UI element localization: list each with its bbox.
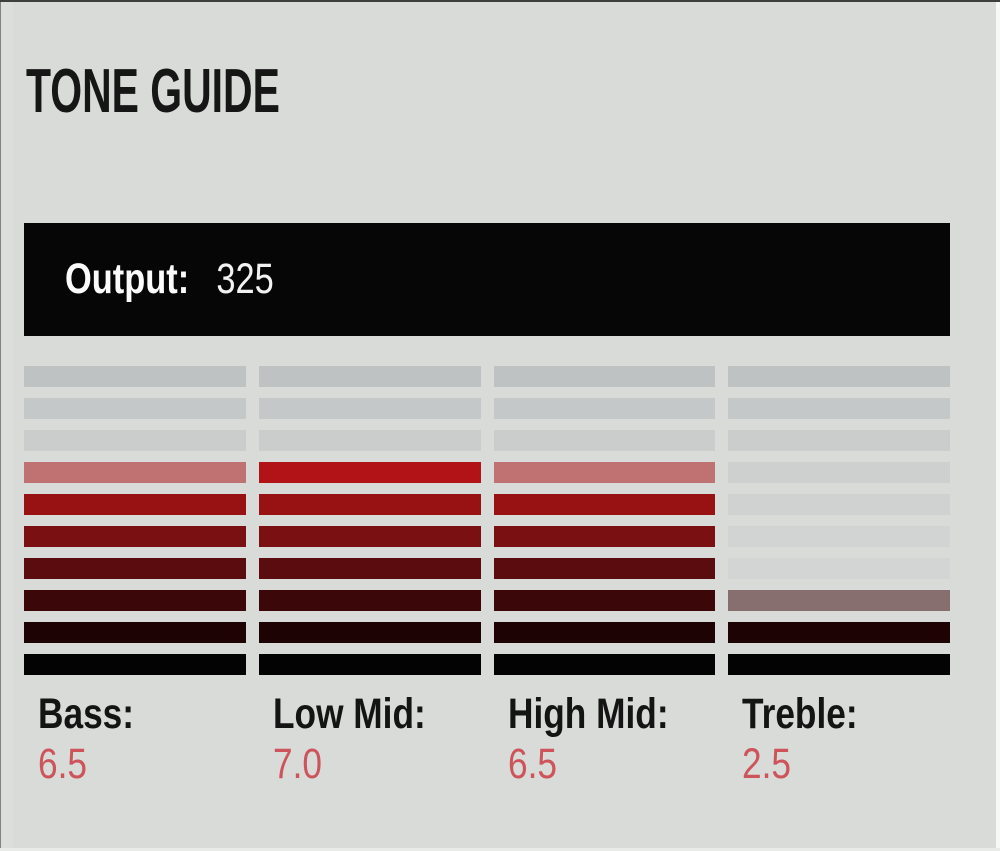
meter-segment-unlit bbox=[728, 398, 950, 419]
meter-segment-unlit bbox=[24, 398, 246, 419]
meter-segment-unlit bbox=[728, 430, 950, 451]
meter-segment-lit bbox=[24, 590, 246, 611]
meter-segment-lit bbox=[258, 558, 481, 579]
meter-segment-unlit bbox=[493, 430, 716, 451]
right-border bbox=[996, 2, 1000, 851]
meter-segment-lit bbox=[728, 622, 950, 643]
meter-segment-lit bbox=[258, 622, 481, 643]
meter-segment-half bbox=[24, 462, 246, 483]
page-title: TONE GUIDE bbox=[26, 57, 280, 126]
band-label: Bass: bbox=[38, 690, 135, 738]
meter-segment-unlit bbox=[24, 366, 246, 387]
meter-segment-unlit bbox=[728, 494, 950, 515]
meter-column-treble bbox=[728, 366, 950, 675]
tone-meter-grid bbox=[24, 366, 950, 675]
band-info-treble: Treble: 2.5 bbox=[728, 689, 950, 789]
meter-segment-half bbox=[728, 590, 950, 611]
meter-column-high-mid bbox=[493, 366, 716, 675]
meter-segment-lit bbox=[24, 494, 246, 515]
meter-segment-lit bbox=[258, 462, 481, 483]
meter-segment-unlit bbox=[728, 526, 950, 547]
meter-segment-lit bbox=[24, 654, 246, 675]
output-display: Output: 325 bbox=[24, 223, 950, 336]
bottom-border bbox=[0, 848, 1000, 851]
meter-segment-lit bbox=[493, 654, 716, 675]
meter-segment-unlit bbox=[258, 366, 481, 387]
meter-segment-lit bbox=[493, 558, 716, 579]
band-labels-row: Bass: 6.5 Low Mid: 7.0 High Mid: 6.5 Tre… bbox=[24, 689, 950, 789]
meter-segment-unlit bbox=[728, 558, 950, 579]
meter-segment-lit bbox=[493, 526, 716, 547]
meter-segment-unlit bbox=[728, 462, 950, 483]
band-value: 6.5 bbox=[38, 740, 88, 788]
meter-segment-unlit bbox=[728, 366, 950, 387]
output-label: Output: bbox=[65, 255, 190, 303]
band-value: 2.5 bbox=[742, 740, 792, 788]
meter-column-bass bbox=[24, 366, 246, 675]
band-info-low-mid: Low Mid: 7.0 bbox=[259, 689, 481, 789]
meter-segment-lit bbox=[258, 526, 481, 547]
band-value: 6.5 bbox=[507, 740, 557, 788]
meter-segment-unlit bbox=[258, 430, 481, 451]
band-info-bass: Bass: 6.5 bbox=[24, 689, 246, 789]
meter-segment-unlit bbox=[258, 398, 481, 419]
meter-segment-lit bbox=[493, 590, 716, 611]
band-label: Treble: bbox=[742, 690, 858, 738]
meter-segment-unlit bbox=[24, 430, 246, 451]
meter-segment-lit bbox=[493, 622, 716, 643]
meter-segment-unlit bbox=[493, 366, 716, 387]
meter-segment-lit bbox=[24, 558, 246, 579]
band-label: High Mid: bbox=[507, 690, 669, 738]
output-value: 325 bbox=[216, 255, 274, 303]
meter-column-low-mid bbox=[258, 366, 481, 675]
meter-segment-unlit bbox=[493, 398, 716, 419]
meter-segment-lit bbox=[258, 494, 481, 515]
band-value: 7.0 bbox=[272, 740, 322, 788]
meter-segment-lit bbox=[258, 590, 481, 611]
meter-segment-lit bbox=[24, 622, 246, 643]
output-text: Output: 325 bbox=[65, 255, 274, 304]
meter-segment-lit bbox=[493, 494, 716, 515]
meter-segment-lit bbox=[728, 654, 950, 675]
meter-segment-lit bbox=[24, 526, 246, 547]
band-label: Low Mid: bbox=[272, 690, 426, 738]
meter-segment-half bbox=[493, 462, 716, 483]
meter-segment-lit bbox=[258, 654, 481, 675]
band-info-high-mid: High Mid: 6.5 bbox=[494, 689, 716, 789]
top-border bbox=[0, 0, 1000, 2]
left-border bbox=[0, 2, 13, 851]
